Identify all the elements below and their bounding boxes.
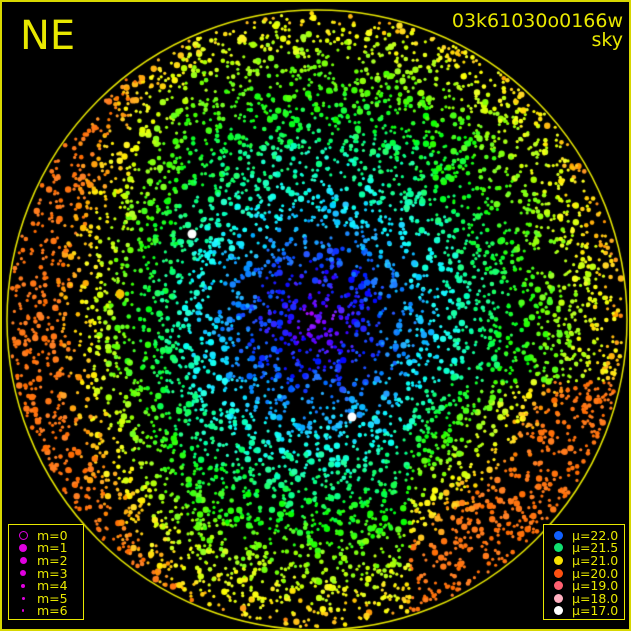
color-dot-icon (553, 555, 563, 565)
dot-icon (20, 570, 26, 577)
magnitude-legend-row: m=4 (9, 578, 83, 594)
ring-icon (18, 530, 28, 540)
magnitude-legend-row: m=3 (9, 565, 83, 581)
legend-label: μ=20.0 (572, 565, 619, 581)
dot-icon (22, 609, 24, 613)
magnitude-legend-row: m=5 (9, 590, 83, 606)
color-dot-icon (553, 593, 563, 603)
mu-legend-row: μ=19.0 (544, 578, 624, 594)
dot-icon (21, 583, 25, 588)
color-dot-icon (553, 530, 563, 540)
color-dot-icon (553, 568, 563, 578)
frame-info: 03k61030o0166w sky (452, 12, 623, 50)
legend-label: m=2 (37, 552, 68, 568)
legend-label: μ=21.0 (572, 552, 619, 568)
legend-label: m=1 (37, 540, 68, 556)
legend-label: m=4 (37, 578, 68, 594)
color-dot-icon (553, 543, 563, 553)
magnitude-legend: m=0 m=1 m=2 m=3 m=4 m=5 m=6 (8, 524, 84, 620)
legend-label: m=0 (37, 527, 68, 543)
mu-legend-row: μ=22.0 (544, 527, 624, 543)
surface-brightness-legend: μ=22.0 μ=21.5 μ=21.0 μ=20.0 μ=19.0 μ=18.0 μ=17… (543, 524, 625, 620)
mu-legend-row: μ=17.0 (544, 603, 624, 619)
mu-legend-row: μ=21.5 (544, 540, 624, 556)
dot-icon (19, 543, 27, 552)
legend-label: μ=21.5 (572, 540, 619, 556)
legend-label: m=6 (37, 603, 68, 619)
magnitude-legend-row: m=1 (9, 540, 83, 556)
color-dot-icon (553, 581, 563, 591)
legend-label: μ=22.0 (572, 527, 619, 543)
frame-id: 03k61030o0166w (451, 10, 623, 32)
magnitude-legend-row: m=6 (9, 603, 83, 619)
mu-legend-row: μ=21.0 (544, 552, 624, 568)
color-dot-icon (553, 606, 563, 616)
legend-label: μ=18.0 (572, 590, 619, 606)
legend-label: m=5 (37, 590, 68, 606)
mu-legend-row: μ=20.0 (544, 565, 624, 581)
dot-icon (21, 596, 25, 600)
frame-type: sky (591, 29, 623, 51)
dot-icon (19, 556, 27, 564)
legend-label: m=3 (37, 565, 68, 581)
magnitude-legend-row: m=2 (9, 552, 83, 568)
direction-label: NE (20, 13, 76, 59)
magnitude-legend-row: m=0 (9, 527, 83, 543)
legend-label: μ=19.0 (572, 578, 619, 594)
legend-label: μ=17.0 (572, 603, 619, 619)
mu-legend-row: μ=18.0 (544, 590, 624, 606)
